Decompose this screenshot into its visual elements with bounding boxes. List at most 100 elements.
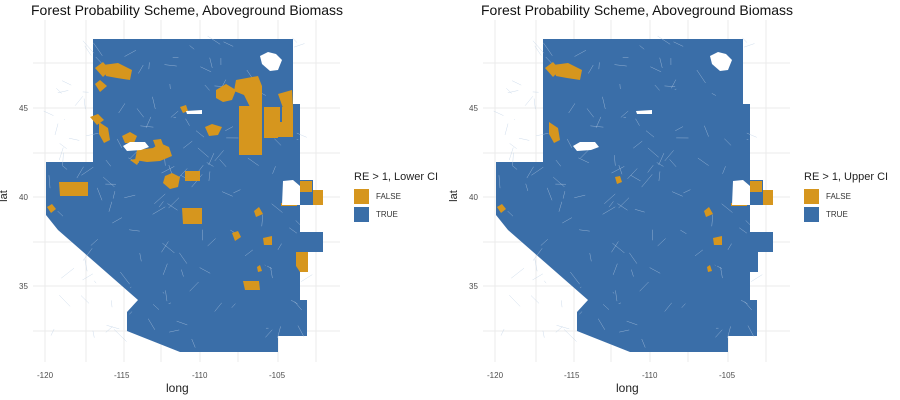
county-border bbox=[563, 329, 577, 342]
county-border bbox=[200, 66, 212, 73]
county-false bbox=[313, 190, 323, 205]
county-border bbox=[108, 201, 113, 212]
legend-swatch-false bbox=[804, 188, 819, 204]
legend-label-false: FALSE bbox=[826, 191, 851, 201]
county-border bbox=[669, 159, 677, 167]
county-border bbox=[80, 295, 90, 304]
y-tick-label: 45 bbox=[19, 104, 28, 113]
county-border bbox=[579, 311, 583, 315]
county-border bbox=[292, 37, 298, 43]
county-border bbox=[664, 85, 676, 87]
county-border bbox=[162, 291, 165, 294]
county-border bbox=[148, 62, 150, 70]
county-false bbox=[239, 106, 262, 132]
county-border bbox=[50, 328, 55, 336]
county-border bbox=[274, 138, 282, 146]
county-border bbox=[204, 84, 210, 91]
county-border bbox=[179, 252, 188, 264]
county-border bbox=[112, 191, 116, 199]
county-border bbox=[296, 132, 307, 138]
county-missing bbox=[732, 180, 750, 205]
county-border bbox=[659, 57, 663, 68]
map-panel-lower-ci: Forest Probability Scheme, Aboveground B… bbox=[0, 2, 438, 395]
county-border bbox=[48, 175, 51, 189]
county-border bbox=[561, 300, 563, 308]
county-border bbox=[168, 165, 173, 175]
county-border bbox=[727, 243, 732, 250]
county-border bbox=[61, 80, 72, 86]
county-false bbox=[497, 204, 506, 213]
county-false bbox=[300, 181, 312, 192]
county-false bbox=[47, 204, 56, 213]
county-border bbox=[498, 175, 501, 189]
county-border bbox=[103, 176, 115, 188]
county-false bbox=[263, 236, 272, 245]
y-axis-label: lat bbox=[447, 190, 460, 202]
legend: RE > 1, Lower CI FALSE TRUE bbox=[354, 171, 438, 223]
county-false bbox=[713, 236, 722, 245]
county-border bbox=[161, 166, 175, 174]
county-border bbox=[553, 176, 565, 188]
county-border bbox=[208, 153, 215, 165]
county-border bbox=[649, 267, 661, 274]
county-border bbox=[161, 241, 169, 253]
county-border bbox=[189, 281, 199, 292]
legend-item-true: TRUE bbox=[804, 205, 888, 223]
county-border bbox=[223, 41, 234, 47]
missing-counties bbox=[123, 52, 300, 205]
county-border bbox=[658, 171, 661, 181]
county-border bbox=[530, 295, 540, 304]
county-border bbox=[83, 98, 86, 110]
x-axis-label: long bbox=[166, 381, 189, 395]
county-missing bbox=[573, 142, 599, 151]
county-border bbox=[739, 227, 747, 234]
county-border bbox=[509, 143, 517, 149]
county-false bbox=[163, 173, 180, 189]
county-border bbox=[634, 209, 645, 213]
county-border bbox=[112, 217, 122, 224]
county-border bbox=[595, 116, 602, 128]
county-landmass bbox=[496, 39, 773, 352]
county-border bbox=[261, 214, 264, 227]
county-border bbox=[570, 271, 580, 285]
county-border bbox=[536, 132, 549, 137]
county-border bbox=[139, 253, 142, 262]
legend-label-false: FALSE bbox=[376, 191, 401, 201]
county-false bbox=[103, 63, 132, 80]
county-border bbox=[711, 93, 716, 96]
county-border bbox=[629, 252, 638, 264]
county-false bbox=[278, 90, 293, 108]
county-border bbox=[694, 249, 703, 257]
legend-item-true: TRUE bbox=[354, 205, 438, 223]
county-border bbox=[82, 40, 95, 54]
county-border bbox=[96, 187, 103, 201]
county-false bbox=[243, 281, 260, 290]
county-border bbox=[271, 203, 283, 213]
county-border bbox=[261, 93, 266, 96]
county-border bbox=[90, 239, 98, 246]
y-tick-label: 45 bbox=[469, 104, 478, 113]
county-border bbox=[525, 183, 529, 191]
county-false bbox=[704, 207, 713, 217]
x-tick-label: -105 bbox=[269, 371, 286, 380]
county-border bbox=[675, 126, 684, 131]
county-border bbox=[111, 300, 113, 308]
legend-swatch-false bbox=[354, 188, 369, 204]
county-border bbox=[231, 303, 236, 308]
county-border bbox=[568, 103, 576, 114]
county-border bbox=[295, 220, 301, 225]
county-border bbox=[181, 269, 184, 277]
county-border bbox=[94, 280, 97, 284]
x-tick-label: -110 bbox=[642, 371, 658, 380]
county-border bbox=[633, 140, 643, 149]
county-border bbox=[118, 103, 126, 114]
county-border bbox=[645, 130, 655, 138]
x-axis-label: long bbox=[616, 381, 639, 395]
county-border bbox=[614, 64, 627, 67]
county-border bbox=[696, 69, 706, 84]
county-missing bbox=[260, 52, 282, 71]
county-border bbox=[176, 320, 188, 326]
x-tick-label: -120 bbox=[37, 371, 54, 380]
county-border bbox=[206, 162, 214, 167]
county-border bbox=[129, 229, 140, 232]
